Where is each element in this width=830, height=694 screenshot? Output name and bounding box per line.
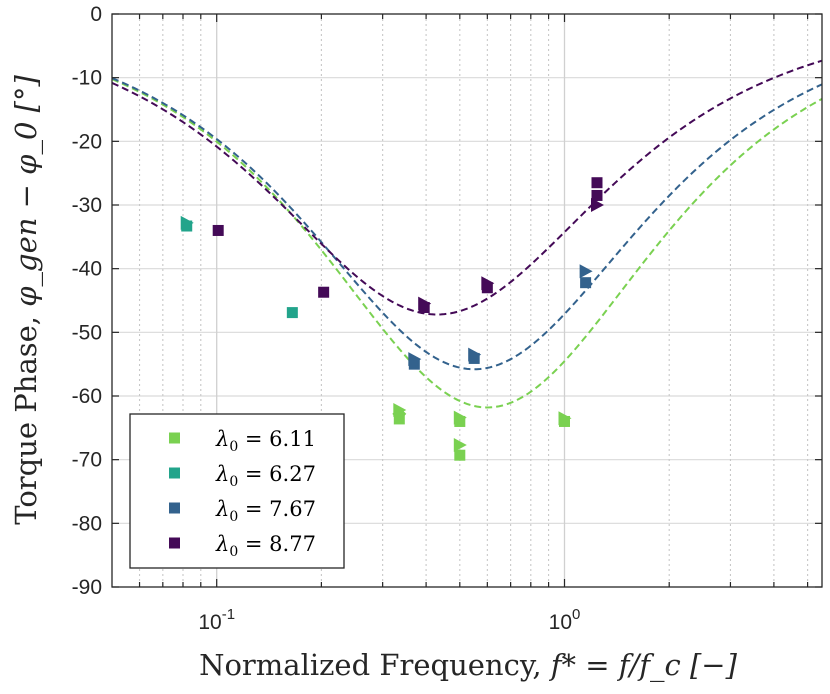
y-tick-label: -10 [72, 67, 102, 90]
y-tick-label: -80 [72, 512, 102, 535]
model-curve [111, 77, 823, 371]
legend-label: λ0 = 7.67 [215, 497, 316, 525]
legend-label-symbol: λ [215, 462, 229, 486]
x-axis-ticks: 10-1 100 [138, 14, 809, 634]
grid-lines [112, 14, 822, 587]
data-point [453, 438, 467, 453]
data-points [180, 177, 604, 461]
x-tick-label-exponent: -1 [222, 606, 235, 623]
y-axis-label-math: φ_gen − φ_0 [°] [9, 75, 44, 307]
y-tick-label: -60 [72, 385, 102, 408]
legend-label-value: = 8.77 [238, 532, 316, 556]
x-tick-label-exponent: 0 [572, 606, 580, 623]
data-point [590, 198, 604, 212]
legend-label: λ0 = 6.11 [215, 427, 316, 455]
legend-label-symbol: λ [215, 532, 229, 556]
legend-marker [169, 502, 180, 514]
legend-label: λ0 = 8.77 [215, 532, 316, 560]
model-curve [111, 59, 823, 316]
data-point [180, 215, 194, 230]
data-point [580, 277, 592, 289]
legend-label-subscript: 0 [229, 474, 238, 490]
legend-marker [169, 467, 180, 479]
legend-label-subscript: 0 [229, 439, 238, 455]
data-point [408, 358, 420, 370]
legend-label-subscript: 0 [229, 544, 238, 560]
legend-label: λ0 = 6.27 [215, 462, 316, 490]
data-point [481, 282, 493, 294]
data-point [392, 406, 407, 421]
legend-label-value: = 6.11 [238, 427, 316, 451]
y-tick-label: -90 [72, 576, 102, 599]
y-tick-label: -20 [72, 130, 102, 153]
y-tick-label: 0 [90, 3, 102, 26]
x-tick-label: 100 [549, 606, 581, 634]
model-curve [111, 78, 823, 409]
y-axis-label-prefix: Torque Phase, [9, 307, 43, 525]
data-point [454, 415, 466, 427]
x-tick-label-base: 10 [198, 611, 221, 634]
legend-label-value: = 7.67 [238, 497, 316, 521]
data-point [318, 286, 330, 298]
y-tick-label: -70 [72, 449, 102, 472]
x-axis-label-math: f* = f/f_c [−] [549, 648, 738, 683]
model-curves [111, 59, 823, 409]
y-tick-label: -50 [72, 321, 102, 344]
data-point [591, 189, 603, 201]
legend-label-symbol: λ [215, 427, 229, 451]
x-axis-label: Normalized Frequency, f* = f/f_c [−] [199, 648, 737, 683]
y-tick-label: -30 [72, 194, 102, 217]
x-tick-label-base: 10 [549, 611, 572, 634]
y-axis-ticks: 0 -10 -20 -30 -40 -50 -60 -70 -80 -90 [72, 3, 822, 599]
legend-marker [169, 432, 180, 444]
legend-label-subscript: 0 [229, 509, 238, 525]
legend-box [129, 413, 345, 569]
data-point [454, 449, 466, 461]
data-point [286, 307, 298, 319]
data-point [591, 177, 603, 189]
legend-label-value: = 6.27 [238, 462, 316, 486]
data-point [559, 415, 571, 427]
x-axis-label-prefix: Normalized Frequency, [199, 648, 551, 682]
x-tick-label: 10-1 [198, 606, 235, 634]
data-point [468, 352, 480, 364]
y-axis-label: Torque Phase, φ_gen − φ_0 [°] [9, 75, 44, 525]
legend-marker [169, 537, 180, 549]
data-point [212, 224, 224, 236]
y-tick-label: -40 [72, 258, 102, 281]
data-point [418, 302, 430, 314]
data-point [579, 264, 593, 279]
legend-label-symbol: λ [215, 497, 229, 521]
axes-box [111, 13, 823, 588]
